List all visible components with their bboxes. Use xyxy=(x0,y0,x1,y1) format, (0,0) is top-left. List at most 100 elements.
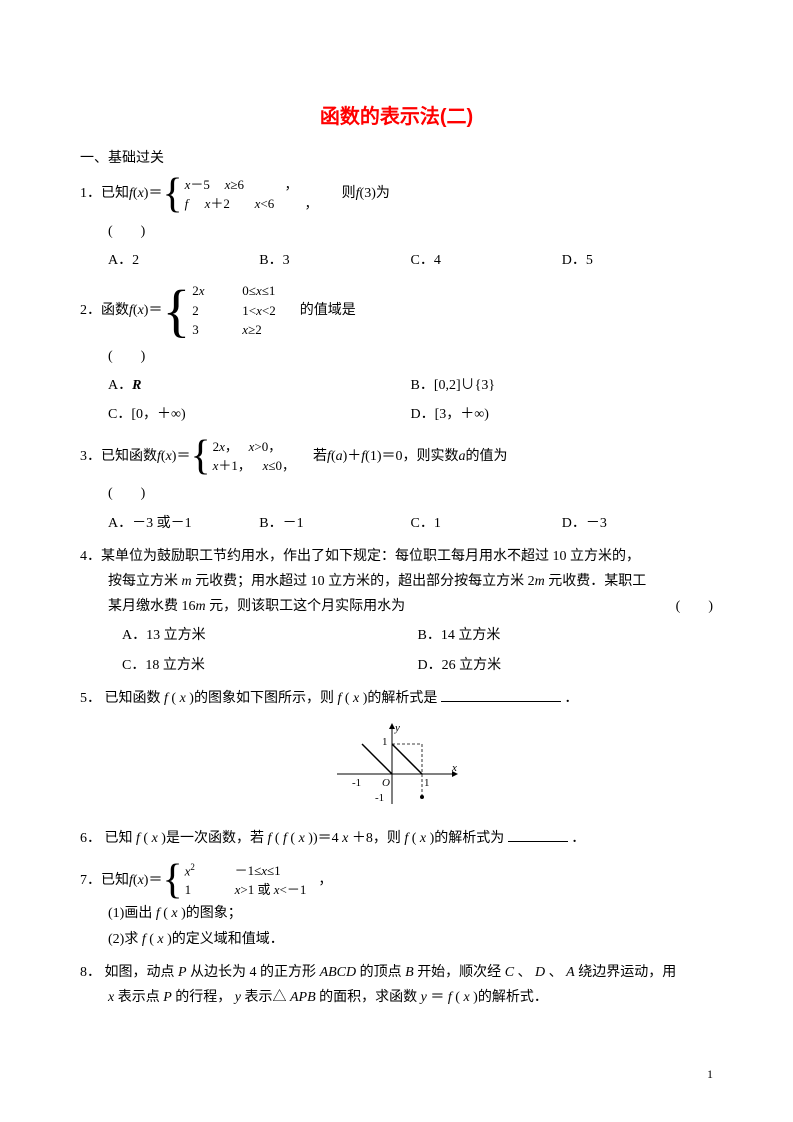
q7-s1f: f xyxy=(156,906,160,921)
q2-r2e: <2 xyxy=(262,303,276,318)
q6-pre: 已知 xyxy=(105,831,137,846)
q2-paren: ( ) xyxy=(80,344,713,369)
q5-lp: ( xyxy=(171,691,176,706)
q1-pre: 已知 xyxy=(101,181,129,206)
q8-l2lp: ( xyxy=(455,990,460,1005)
q5-lp2: ( xyxy=(345,691,350,706)
q1-num: 1． xyxy=(80,181,101,206)
q4-l3-left: 某月缴水费 16m 元，则该职工这个月实际用水为 xyxy=(108,594,405,619)
q5-num: 5． xyxy=(80,691,101,706)
q2-r1c: 0≤ xyxy=(242,283,256,298)
q1-optB: B．3 xyxy=(259,248,410,273)
q8-l1g: 绕边界运动，用 xyxy=(578,965,676,980)
q6-x3: x xyxy=(299,831,305,846)
q8-P: P xyxy=(178,965,187,980)
q7-r2a: 1 xyxy=(185,882,192,897)
q4-l2m2: m xyxy=(535,574,545,589)
q3-r2e: ≤0， xyxy=(268,458,295,473)
q5-f: f xyxy=(164,691,168,706)
q6-lp4: ( xyxy=(412,831,417,846)
q4-l2m: m xyxy=(182,574,192,589)
question-7: 7． 已知 f ( x )＝ { x2 －1≤x≤1 1 x>1 或 x<－1 xyxy=(80,859,713,951)
q5-post: ． xyxy=(564,691,578,706)
q8-C: C xyxy=(505,965,514,980)
q8-l2c: 表示△ xyxy=(245,990,287,1005)
question-1: 1． 已知 f ( x )＝ { x－5 x≥6 ， f x＋2 x<6 xyxy=(80,173,713,273)
q4-paren: ( ) xyxy=(676,594,713,619)
q6-rp: )是一次函数，若 xyxy=(161,831,267,846)
q7-s1a: (1)画出 xyxy=(108,906,156,921)
q3-pre: 已知函数 xyxy=(101,444,157,469)
q8-l1a: 如图，动点 xyxy=(105,965,179,980)
q3-optD: D．－3 xyxy=(562,511,713,536)
q8-l2b: 的行程， xyxy=(175,990,231,1005)
q1-paren: ( ) xyxy=(80,219,713,244)
question-6: 6． 已知 f ( x )是一次函数，若 f ( f ( x ))＝4 x ＋8… xyxy=(80,826,713,851)
q2-optD: D．[3，＋∞) xyxy=(411,402,714,427)
q3-paren: ( ) xyxy=(80,481,713,506)
q2-options-row1: A．R B．[0,2]∪{3} xyxy=(80,373,713,398)
q7-rp: )＝ xyxy=(144,868,163,893)
q2-r1e: ≤1 xyxy=(262,283,276,298)
q7-r1e: ≤1 xyxy=(267,863,281,878)
q1-options: A．2 B．3 C．4 D．5 xyxy=(80,248,713,273)
q7-s2a: (2)求 xyxy=(108,932,142,947)
q7-r2d: >1 或 xyxy=(240,882,273,897)
q8-B: B xyxy=(405,965,414,980)
q7-brace: { x2 －1≤x≤1 1 x>1 或 x<－1 xyxy=(162,859,306,901)
q4-l2a: 按每立方米 xyxy=(108,574,182,589)
q5-pre: 已知函数 xyxy=(105,691,165,706)
q6-lp: ( xyxy=(143,831,148,846)
q2-r3e: ≥2 xyxy=(248,322,262,337)
q6-lp3: ( xyxy=(290,831,295,846)
q6-num: 6． xyxy=(80,831,101,846)
q2-post: 的值域是 xyxy=(300,298,356,323)
brace-icon: { xyxy=(162,859,182,901)
section-heading: 一、基础过关 xyxy=(80,147,713,167)
q5-f2: f xyxy=(337,691,341,706)
q7-s2lp: ( xyxy=(149,932,154,947)
q4-optD: D．26 立方米 xyxy=(418,653,714,678)
q8-l2APB: APB xyxy=(290,990,316,1005)
q4-num: 4． xyxy=(80,549,101,564)
q3-r1c: ， xyxy=(225,439,238,454)
q2-num: 2． xyxy=(80,298,101,323)
q8-l1e: 、 xyxy=(518,965,532,980)
q2-r2a: 2 xyxy=(192,303,199,318)
q1-brace: { x－5 x≥6 ， f x＋2 x<6 ， xyxy=(162,173,317,215)
q5-x: x xyxy=(180,691,186,706)
q5-graph: y x O 1 -1 1 -1 xyxy=(80,719,713,818)
q8-l2x2: x xyxy=(463,990,469,1005)
q4-optB: B．14 立方米 xyxy=(418,623,714,648)
q5-rp: )的图象如下图所示，则 xyxy=(189,691,337,706)
q6-lp2: ( xyxy=(275,831,280,846)
q4-options-row2: C．18 立方米 D．26 立方米 xyxy=(80,653,713,678)
q3-rp: )＝ xyxy=(172,444,191,469)
q3-post3: 的值为 xyxy=(466,444,508,469)
q2-optA: A．R xyxy=(108,373,411,398)
question-5: 5． 已知函数 f ( x )的图象如下图所示，则 f ( x )的解析式是 ． xyxy=(80,686,713,818)
q1-r2e: <6 xyxy=(260,196,274,211)
question-2: 2． 函数 f ( x )＝ { 2x 0≤x≤1 2 1<x<2 xyxy=(80,281,713,427)
q6-x: x xyxy=(152,831,158,846)
q1-r2c: ＋2 xyxy=(210,196,230,211)
q7-r1c: －1≤ xyxy=(235,863,262,878)
q5-neg1: -1 xyxy=(352,777,361,789)
q8-ABCD: ABCD xyxy=(320,965,357,980)
q4-l2c: 元收费．某职工 xyxy=(545,574,647,589)
page: 函数的表示法(二) 一、基础过关 1． 已知 f ( x )＝ { x－5 x≥… xyxy=(0,0,793,1058)
q8-l2y2: y xyxy=(421,990,427,1005)
q3-post2: (1)＝0，则实数 xyxy=(365,444,458,469)
q3-optC: C．1 xyxy=(411,511,562,536)
q4-options-row1: A．13 立方米 B．14 立方米 xyxy=(80,623,713,648)
q3-r2b: ＋1， xyxy=(218,458,251,473)
question-8: 8． 如图，动点 P 从边长为 4 的正方形 ABCD 的顶点 B 开始，顺次经… xyxy=(80,960,713,1010)
q8-D: D xyxy=(535,965,545,980)
q8-l2x: x xyxy=(108,990,114,1005)
q5-graph-svg: y x O 1 -1 1 -1 xyxy=(327,719,467,809)
question-4: 4．某单位为鼓励职工节约用水，作出了如下规定：每位职工每月用水不超过 10 立方… xyxy=(80,544,713,678)
q4-line1: 某单位为鼓励职工节约用水，作出了如下规定：每位职工每月用水不超过 10 立方米的… xyxy=(101,549,640,564)
q7-num: 7． xyxy=(80,868,101,893)
q3-pa2: a xyxy=(459,444,466,469)
q4-optA: A．13 立方米 xyxy=(122,623,418,648)
